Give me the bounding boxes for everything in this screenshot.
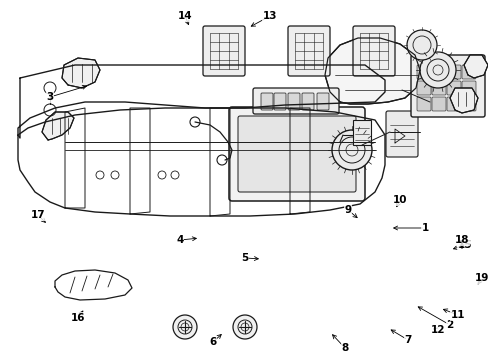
FancyBboxPatch shape	[461, 97, 475, 111]
FancyBboxPatch shape	[416, 65, 430, 79]
Text: 16: 16	[71, 313, 85, 323]
Text: 3: 3	[46, 92, 54, 102]
FancyBboxPatch shape	[446, 81, 460, 95]
Circle shape	[173, 315, 197, 339]
FancyBboxPatch shape	[431, 81, 445, 95]
Text: 5: 5	[241, 253, 248, 263]
Polygon shape	[62, 58, 100, 88]
Polygon shape	[325, 38, 419, 104]
FancyBboxPatch shape	[431, 65, 445, 79]
FancyBboxPatch shape	[431, 97, 445, 111]
Text: 17: 17	[31, 210, 45, 220]
FancyBboxPatch shape	[261, 93, 272, 110]
FancyBboxPatch shape	[287, 26, 329, 76]
Polygon shape	[449, 88, 477, 113]
FancyBboxPatch shape	[352, 26, 394, 76]
FancyBboxPatch shape	[416, 97, 430, 111]
FancyBboxPatch shape	[461, 65, 475, 79]
Text: 7: 7	[404, 335, 411, 345]
FancyBboxPatch shape	[302, 93, 313, 110]
Text: 13: 13	[262, 11, 277, 21]
Bar	[352, 120, 370, 145]
Text: 9: 9	[344, 205, 351, 215]
Text: 18: 18	[454, 235, 468, 245]
Text: 15: 15	[457, 240, 471, 250]
Circle shape	[419, 52, 455, 88]
Text: 14: 14	[177, 11, 192, 21]
FancyBboxPatch shape	[238, 116, 355, 192]
Polygon shape	[463, 55, 487, 78]
Polygon shape	[42, 112, 74, 140]
FancyBboxPatch shape	[252, 88, 338, 114]
FancyBboxPatch shape	[203, 26, 244, 76]
FancyBboxPatch shape	[287, 93, 299, 110]
Circle shape	[406, 30, 436, 60]
FancyBboxPatch shape	[410, 55, 484, 117]
Text: 6: 6	[209, 337, 216, 347]
Text: 19: 19	[474, 273, 488, 283]
Text: 12: 12	[430, 325, 445, 335]
FancyBboxPatch shape	[273, 93, 285, 110]
Text: 2: 2	[446, 320, 453, 330]
Text: 10: 10	[392, 195, 407, 205]
FancyBboxPatch shape	[446, 97, 460, 111]
FancyBboxPatch shape	[316, 93, 328, 110]
Text: 1: 1	[421, 223, 428, 233]
Text: 11: 11	[450, 310, 464, 320]
Circle shape	[232, 315, 257, 339]
FancyBboxPatch shape	[461, 81, 475, 95]
FancyBboxPatch shape	[385, 111, 417, 157]
FancyBboxPatch shape	[228, 107, 364, 201]
Text: 4: 4	[176, 235, 183, 245]
Circle shape	[331, 130, 371, 170]
FancyBboxPatch shape	[446, 65, 460, 79]
FancyBboxPatch shape	[416, 81, 430, 95]
Text: 8: 8	[341, 343, 348, 353]
